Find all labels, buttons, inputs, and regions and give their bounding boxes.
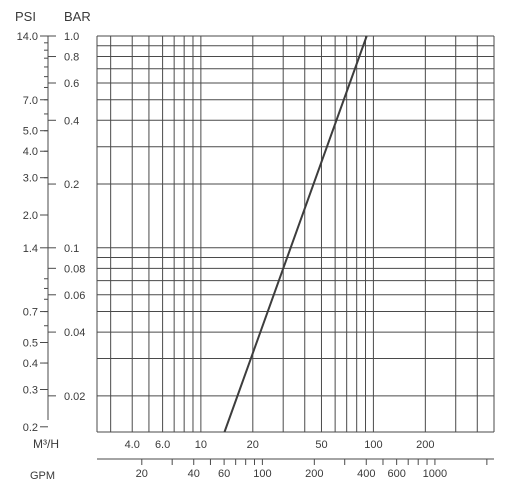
bar-tick-label: 0.06 [64,290,85,302]
psi-tick-label: 14.0 [17,31,38,43]
psi-axis-label: PSI [15,9,36,24]
psi-tick-label: 2.0 [23,210,38,222]
bar-tick-label: 0.2 [64,179,79,191]
gpm-tick-label: 1000 [423,468,447,480]
bottom-axes: 4.0 6.0 10 20 50 100 200 20 40 60 100 200 400 600 1000 [97,439,494,480]
psi-tick-label: 7.0 [23,95,38,107]
bar-tick-label: 0.08 [64,263,85,275]
bar-tick-label: 0.02 [64,391,85,403]
psi-tick-label: 5.0 [23,126,38,138]
psi-tick-label: 0.2 [23,422,38,434]
psi-tick-label: 0.7 [23,307,38,319]
gpm-axis-label: GPM [30,470,55,482]
psi-tick-label: 4.0 [23,146,38,158]
bar-tick-label: 0.1 [64,243,79,255]
bar-tick-label: 0.6 [64,78,79,90]
gpm-tick-label: 60 [218,468,230,480]
psi-tick-label: 0.3 [23,384,38,396]
psi-tick-label: 0.4 [23,358,38,370]
m3h-tick-label: 50 [315,439,327,451]
m3h-tick-label: 100 [364,439,382,451]
gpm-tick-label: 600 [387,468,405,480]
gpm-tick-label: 400 [357,468,375,480]
m3h-tick-label: 200 [416,439,434,451]
m3h-tick-label: 6.0 [155,439,170,451]
gpm-tick-label: 100 [253,468,271,480]
bar-tick-label: 0.8 [64,52,79,64]
m3h-tick-label: 10 [195,439,207,451]
m3h-axis-label: M³/H [33,437,59,451]
gpm-tick-label: 20 [136,468,148,480]
bar-tick-label: 1.0 [64,31,79,43]
series-group [223,35,368,433]
left-axes: 1.0 0.8 0.6 0.4 0.2 0.1 0.08 0.06 0.04 0.02 14.0 7.… [17,31,86,434]
gpm-tick-label: 200 [305,468,323,480]
m3h-tick-label: 20 [247,439,259,451]
bar-tick-label: 0.04 [64,327,85,339]
psi-tick-label: 3.0 [23,173,38,185]
pressure-drop-line [223,35,368,433]
psi-tick-label: 1.4 [23,243,38,255]
chart-grid [96,35,495,433]
m3h-tick-label: 4.0 [125,439,140,451]
bar-tick-label: 0.4 [64,115,79,127]
bar-axis-label: BAR [64,9,91,24]
psi-tick-label: 0.5 [23,338,38,350]
gpm-tick-label: 40 [188,468,200,480]
